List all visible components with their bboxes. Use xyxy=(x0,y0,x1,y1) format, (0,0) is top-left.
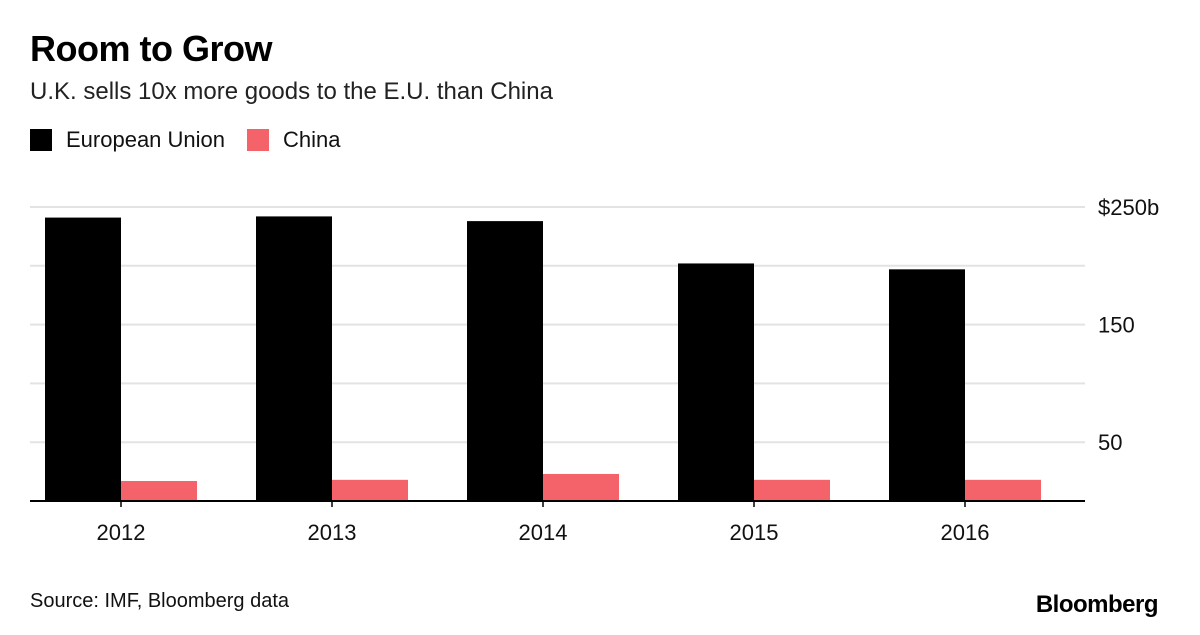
bloomberg-logo: Bloomberg xyxy=(1035,591,1159,618)
bar-eu xyxy=(889,269,965,501)
legend-swatch-eu xyxy=(30,129,52,151)
x-tick-label: 2013 xyxy=(308,520,357,545)
bar-eu xyxy=(678,263,754,501)
bar-china xyxy=(332,479,408,501)
x-tick-label: 2014 xyxy=(519,520,568,545)
bar-china xyxy=(754,479,830,501)
bar-eu xyxy=(467,221,543,501)
y-tick-label: $250b xyxy=(1098,195,1159,220)
legend-item-eu: European Union xyxy=(30,127,225,153)
legend-item-china: China xyxy=(247,127,341,153)
x-tick-label: 2015 xyxy=(730,520,779,545)
bar-eu xyxy=(256,216,332,501)
y-tick-label: 50 xyxy=(1098,430,1122,455)
bar-china xyxy=(965,479,1041,501)
legend-swatch-china xyxy=(247,129,270,151)
chart-title: Room to Grow xyxy=(30,28,272,69)
bar-eu xyxy=(45,217,121,502)
chart-legend: European Union China xyxy=(30,127,363,153)
x-tick-label: 2012 xyxy=(97,520,146,545)
bar-china xyxy=(543,473,619,501)
bar-china xyxy=(121,481,197,501)
x-tick-label: 2016 xyxy=(941,520,990,545)
source-note: Source: IMF, Bloomberg data xyxy=(30,590,290,612)
y-tick-label: 150 xyxy=(1098,313,1135,338)
chart-subtitle: U.K. sells 10x more goods to the E.U. th… xyxy=(30,78,553,105)
legend-label-eu: European Union xyxy=(66,127,226,152)
legend-label-china: China xyxy=(283,127,341,152)
